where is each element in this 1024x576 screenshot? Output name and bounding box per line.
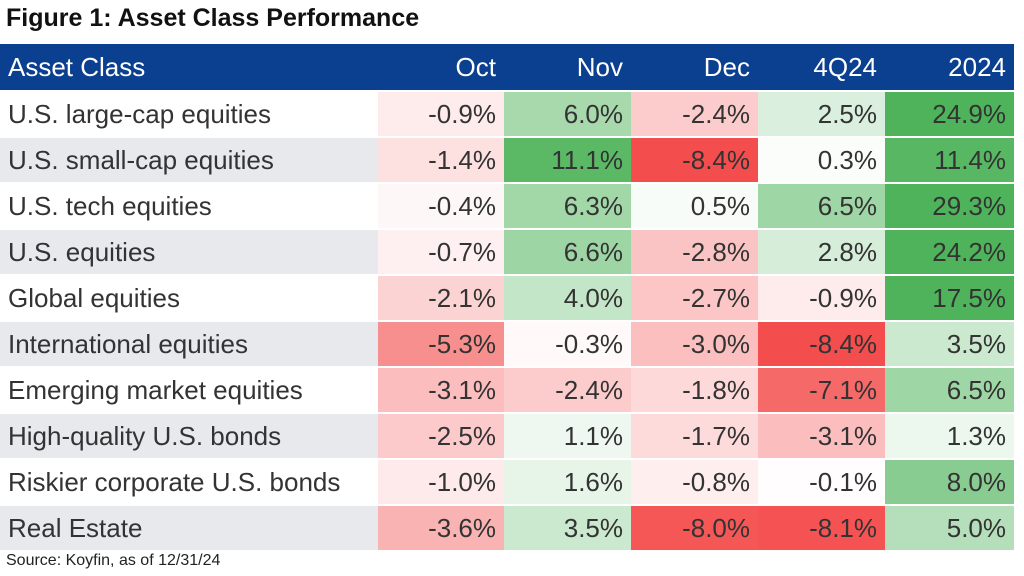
cell-2024: 6.5% (885, 366, 1014, 413)
cell-2024: 8.0% (885, 458, 1014, 505)
cell-4q24: 2.8% (758, 228, 885, 275)
cell-dec: -2.8% (631, 228, 758, 275)
cell-nov: 3.5% (504, 504, 631, 550)
cell-4q24: -8.1% (758, 504, 885, 550)
cell-nov: -0.3% (504, 320, 631, 367)
cell-dec: -0.8% (631, 458, 758, 505)
cell-4q24: -3.1% (758, 412, 885, 459)
header-2024: 2024 (885, 44, 1014, 91)
cell-oct: -1.4% (378, 136, 504, 183)
cell-dec: -2.4% (631, 90, 758, 137)
cell-oct: -2.5% (378, 412, 504, 459)
table-body: U.S. large-cap equities -0.9% 6.0% -2.4% 2.5… (0, 90, 1014, 550)
header-dec: Dec (631, 44, 758, 91)
cell-nov: -2.4% (504, 366, 631, 413)
table-row: International equities -5.3% -0.3% -3.0% -8.… (0, 320, 1014, 367)
cell-dec: 0.5% (631, 182, 758, 229)
table-row: Global equities -2.1% 4.0% -2.7% -0.9% 17.5% (0, 274, 1014, 321)
cell-oct: -2.1% (378, 274, 504, 321)
row-label: U.S. tech equities (0, 182, 378, 229)
cell-2024: 24.2% (885, 228, 1014, 275)
cell-dec: -3.0% (631, 320, 758, 367)
cell-2024: 24.9% (885, 90, 1014, 137)
table-row: High-quality U.S. bonds -2.5% 1.1% -1.7% -3.… (0, 412, 1014, 459)
row-label: Riskier corporate U.S. bonds (0, 458, 378, 505)
cell-2024: 17.5% (885, 274, 1014, 321)
row-label: Emerging market equities (0, 366, 378, 413)
cell-nov: 6.6% (504, 228, 631, 275)
cell-4q24: -0.9% (758, 274, 885, 321)
row-label: Real Estate (0, 504, 378, 550)
cell-dec: -8.4% (631, 136, 758, 183)
header-row: Asset Class Oct Nov Dec 4Q24 2024 (0, 44, 1014, 91)
cell-nov: 6.3% (504, 182, 631, 229)
header-asset-class: Asset Class (0, 44, 378, 91)
header-4q24: 4Q24 (758, 44, 885, 91)
table-row: Real Estate -3.6% 3.5% -8.0% -8.1% 5.0% (0, 504, 1014, 550)
table-row: Emerging market equities -3.1% -2.4% -1.8% -… (0, 366, 1014, 413)
cell-4q24: -7.1% (758, 366, 885, 413)
cell-oct: -0.7% (378, 228, 504, 275)
cell-nov: 1.1% (504, 412, 631, 459)
cell-oct: -3.1% (378, 366, 504, 413)
table-row: U.S. large-cap equities -0.9% 6.0% -2.4% 2.5… (0, 90, 1014, 137)
row-label: Global equities (0, 274, 378, 321)
cell-2024: 29.3% (885, 182, 1014, 229)
table-row: U.S. tech equities -0.4% 6.3% 0.5% 6.5% 29.3% (0, 182, 1014, 229)
row-label: U.S. large-cap equities (0, 90, 378, 137)
cell-nov: 1.6% (504, 458, 631, 505)
cell-nov: 11.1% (504, 136, 631, 183)
cell-oct: -3.6% (378, 504, 504, 550)
cell-4q24: -0.1% (758, 458, 885, 505)
cell-4q24: 6.5% (758, 182, 885, 229)
performance-table: Asset Class Oct Nov Dec 4Q24 2024 U.S. l… (0, 44, 1014, 550)
header-oct: Oct (378, 44, 504, 91)
cell-nov: 6.0% (504, 90, 631, 137)
cell-4q24: 2.5% (758, 90, 885, 137)
cell-dec: -2.7% (631, 274, 758, 321)
header-nov: Nov (504, 44, 631, 91)
cell-oct: -0.9% (378, 90, 504, 137)
figure-title: Figure 1: Asset Class Performance (6, 4, 420, 32)
cell-dec: -1.8% (631, 366, 758, 413)
cell-oct: -0.4% (378, 182, 504, 229)
cell-dec: -8.0% (631, 504, 758, 550)
cell-4q24: 0.3% (758, 136, 885, 183)
cell-oct: -5.3% (378, 320, 504, 367)
cell-2024: 1.3% (885, 412, 1014, 459)
cell-2024: 5.0% (885, 504, 1014, 550)
table-row: U.S. equities -0.7% 6.6% -2.8% 2.8% 24.2% (0, 228, 1014, 275)
source-note: Source: Koyfin, as of 12/31/24 (6, 552, 221, 569)
row-label: U.S. small-cap equities (0, 136, 378, 183)
cell-nov: 4.0% (504, 274, 631, 321)
cell-2024: 3.5% (885, 320, 1014, 367)
row-label: International equities (0, 320, 378, 367)
cell-dec: -1.7% (631, 412, 758, 459)
row-label: U.S. equities (0, 228, 378, 275)
cell-oct: -1.0% (378, 458, 504, 505)
table-row: U.S. small-cap equities -1.4% 11.1% -8.4% 0.… (0, 136, 1014, 183)
cell-4q24: -8.4% (758, 320, 885, 367)
table-row: Riskier corporate U.S. bonds -1.0% 1.6% -0.… (0, 458, 1014, 505)
cell-2024: 11.4% (885, 136, 1014, 183)
row-label: High-quality U.S. bonds (0, 412, 378, 459)
